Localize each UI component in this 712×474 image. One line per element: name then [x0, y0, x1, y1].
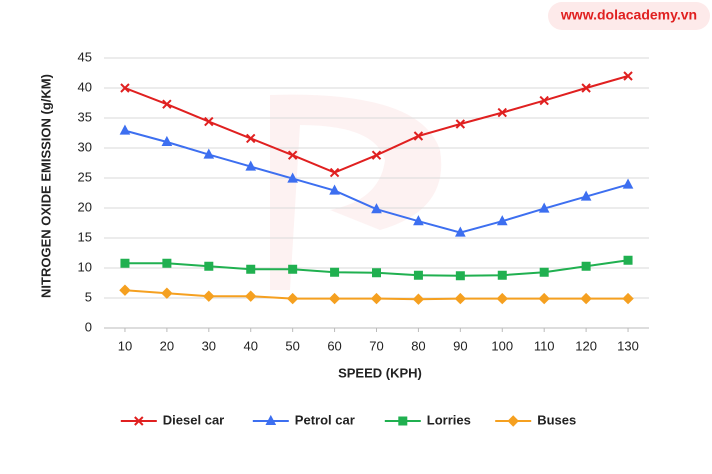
marker [372, 268, 381, 278]
x-tick-label: 110 [534, 338, 555, 353]
marker [245, 290, 257, 302]
x-tick-label: 130 [617, 338, 639, 353]
marker [412, 293, 425, 305]
legend-marker [507, 415, 519, 427]
x-tick-label: 70 [369, 338, 383, 353]
legend-label: Lorries [427, 412, 471, 427]
x-tick-label: 10 [118, 338, 132, 353]
x-tick-label: 80 [411, 338, 425, 353]
y-tick-label: 25 [78, 169, 92, 184]
x-tick-label: 90 [453, 338, 467, 353]
x-tick-label: 120 [575, 338, 597, 353]
marker [623, 71, 633, 81]
marker [161, 135, 173, 146]
y-tick-label: 5 [85, 289, 92, 304]
marker [161, 287, 173, 299]
marker [371, 150, 382, 160]
marker [496, 292, 508, 305]
background-logo [270, 94, 442, 290]
marker [580, 292, 592, 305]
marker [286, 292, 299, 305]
marker [203, 148, 215, 159]
x-tick-label: 100 [491, 338, 513, 353]
marker [539, 267, 549, 277]
marker [246, 133, 256, 144]
marker [455, 271, 465, 281]
marker [413, 131, 424, 141]
marker [455, 226, 466, 237]
marker [371, 203, 382, 214]
marker [119, 284, 131, 296]
y-tick-label: 30 [78, 139, 92, 154]
watermark-badge [548, 2, 710, 30]
marker [622, 292, 634, 305]
legend-label: Buses [537, 412, 576, 427]
marker [454, 292, 467, 305]
x-tick-label: 60 [327, 338, 341, 353]
marker [203, 290, 215, 302]
marker [539, 95, 549, 106]
marker [246, 264, 256, 274]
y-tick-label: 15 [78, 229, 92, 244]
marker [413, 215, 424, 226]
y-tick-label: 10 [78, 259, 92, 274]
marker [497, 270, 507, 280]
marker [287, 150, 298, 160]
marker [538, 292, 550, 305]
marker [330, 267, 340, 277]
marker [581, 261, 591, 271]
x-tick-label: 20 [160, 338, 174, 353]
marker [370, 292, 383, 305]
marker [538, 202, 550, 213]
marker [204, 116, 214, 127]
x-axis-title: SPEED (KPH) [338, 365, 422, 380]
legend-label: Petrol car [295, 412, 355, 427]
marker [623, 255, 633, 265]
marker [329, 184, 340, 195]
marker [496, 215, 508, 226]
marker [162, 99, 172, 109]
marker [328, 292, 341, 305]
marker [497, 107, 507, 118]
y-tick-label: 0 [85, 319, 92, 334]
marker [120, 83, 130, 93]
y-tick-label: 40 [78, 79, 92, 94]
marker [455, 119, 466, 129]
marker [245, 160, 257, 171]
watermark: www.dolacademy.vn [560, 7, 697, 23]
legend-label: Diesel car [163, 412, 224, 427]
legend-marker [265, 414, 277, 425]
y-tick-label: 20 [78, 199, 92, 214]
marker [581, 83, 591, 93]
marker [287, 172, 298, 183]
y-tick-label: 35 [78, 109, 92, 124]
marker [204, 261, 214, 271]
legend-marker [134, 416, 144, 426]
y-tick-label: 45 [78, 49, 92, 64]
x-tick-label: 30 [202, 338, 216, 353]
legend-marker [398, 416, 408, 426]
y-axis-title: NITROGEN OXIDE EMISSION (g/KM) [38, 74, 53, 298]
x-tick-label: 40 [243, 338, 257, 353]
x-tick-label: 50 [285, 338, 299, 353]
marker [288, 264, 298, 274]
marker [120, 258, 130, 268]
marker [580, 190, 592, 201]
marker [413, 270, 423, 280]
marker [119, 124, 131, 135]
marker [329, 167, 340, 178]
marker [622, 178, 634, 189]
marker [162, 258, 172, 268]
